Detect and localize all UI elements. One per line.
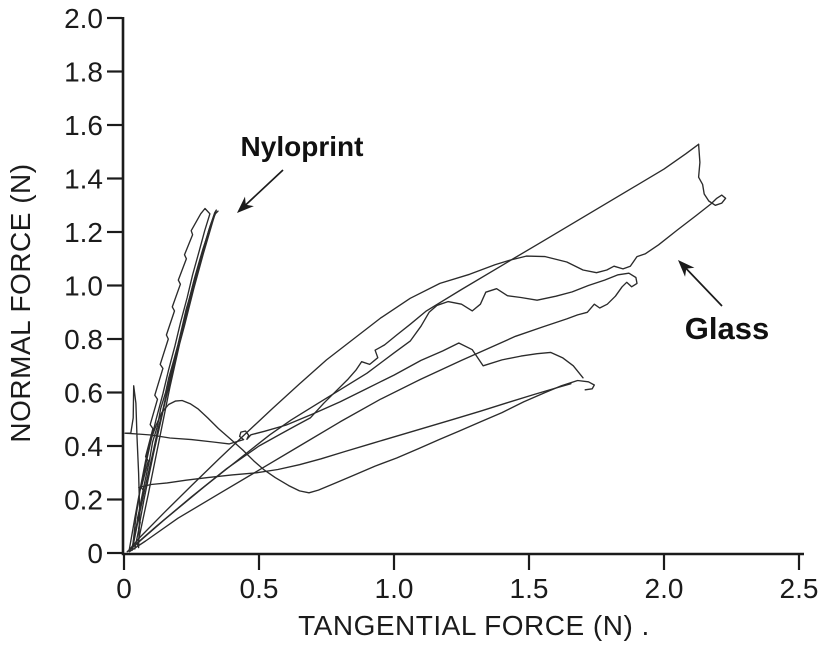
- annotation-nyloprint-label: Nyloprint: [240, 131, 364, 162]
- y-tick-label: 1.6: [64, 110, 103, 141]
- series-glass-mid-loop: [128, 272, 638, 553]
- axis-spines: [121, 17, 804, 556]
- x-tick-label: 2.0: [645, 573, 684, 604]
- annotation-arrow-line: [242, 169, 284, 208]
- y-tick-label: 0.8: [64, 324, 103, 355]
- annotation-arrowhead: [678, 260, 695, 277]
- y-axis-title: NORMAL FORCE (N): [5, 163, 36, 443]
- y-tick-label: 1.0: [64, 271, 103, 302]
- x-tick-label: 0.5: [240, 573, 279, 604]
- series-glass-low-out: [128, 379, 595, 550]
- series-glass-load-outer: [126, 143, 700, 553]
- y-tick-label: 1.8: [64, 57, 103, 88]
- series-glass-flat-rise: [138, 383, 572, 489]
- y-tick-label: 0.6: [64, 378, 103, 409]
- x-axis-title: TANGENTIAL FORCE (N) .: [298, 610, 650, 641]
- series-glass-low-return: [124, 342, 584, 549]
- annotation-arrow-line: [683, 265, 723, 307]
- annotation-arrowhead: [237, 196, 254, 213]
- y-tick-label: 1.4: [64, 164, 103, 195]
- y-tick-label: 0: [87, 538, 103, 569]
- x-tick-label: 1.0: [375, 573, 414, 604]
- y-tick-label: 0.2: [64, 485, 103, 516]
- y-tick-label: 2.0: [64, 3, 103, 34]
- x-tick-label: 1.5: [510, 573, 549, 604]
- y-tick-label: 1.2: [64, 217, 103, 248]
- series-glass-return-outer: [127, 143, 727, 553]
- series-nyloprint-zigzag: [132, 207, 211, 550]
- series-nyloprint-inner: [136, 209, 217, 546]
- x-tick-label: 0: [116, 573, 132, 604]
- annotation-glass-label: Glass: [684, 311, 770, 346]
- y-tick-label: 0.4: [64, 431, 103, 462]
- x-tick-label: 2.5: [780, 573, 819, 604]
